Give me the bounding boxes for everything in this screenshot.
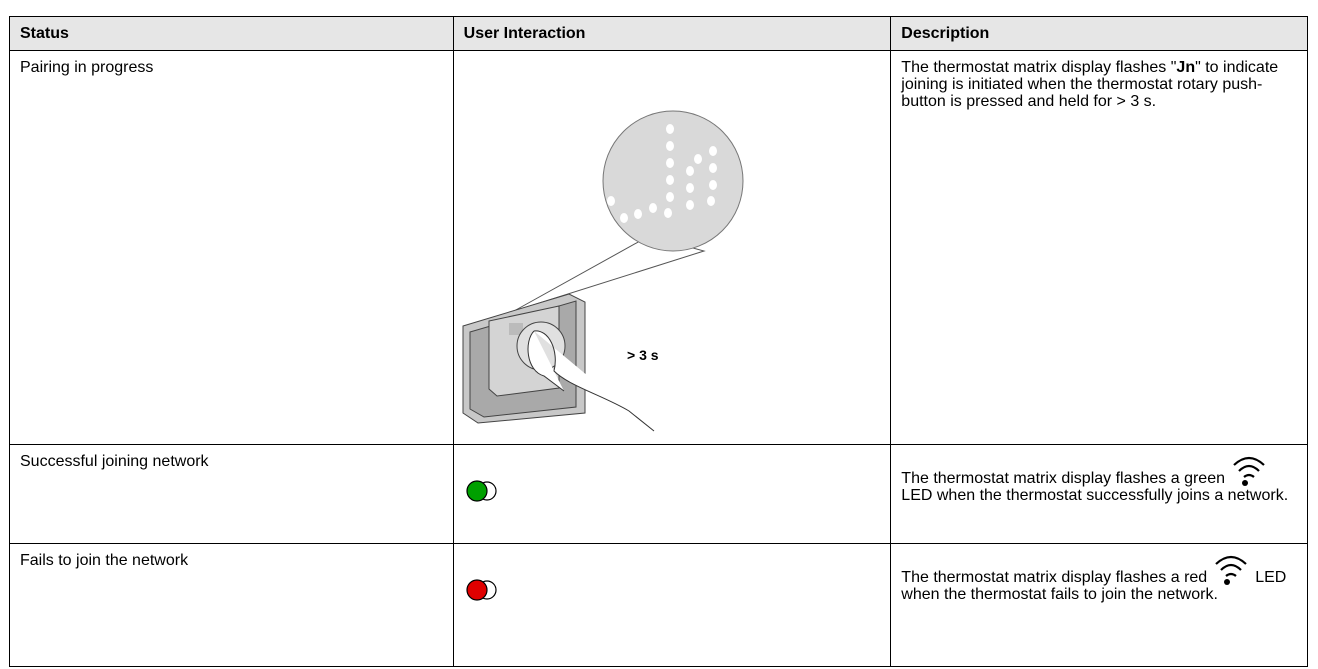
description-text: The thermostat matrix display flashes " [901,59,1177,76]
duration-label: > 3 s [627,347,659,363]
description-cell: The thermostat matrix display flashes a … [890,444,1308,544]
wifi-icon [1215,555,1247,585]
description-text: The thermostat matrix display flashes a … [901,470,1225,487]
led-red [466,579,497,601]
interaction-cell [452,444,892,544]
description-bold: Jn [1176,59,1196,76]
status-text: Pairing in progress [20,59,154,76]
wifi-icon [1233,456,1265,486]
table-row: Pairing in progress [9,50,1308,445]
finger [527,330,654,432]
description-text: " to indicate joining is initiated when … [901,59,1279,110]
header-cell: Status [9,16,454,51]
description-text: LED when the thermostat fails to join th… [901,569,1287,603]
led-green [466,480,497,502]
description-text: The thermostat matrix display flashes a … [901,569,1208,586]
status-text: Successful joining network [20,453,209,470]
status-cell: Fails to join the network [9,543,454,667]
interaction-cell: > 3 s [452,50,892,445]
description-cell: The thermostat matrix display flashes "J… [890,50,1308,445]
device-display [508,323,523,335]
interaction-cell [452,543,892,667]
header-cell: Description [890,16,1308,51]
status-cell: Successful joining network [9,444,454,544]
table-row: Successful joining network The thermosta… [9,444,1308,544]
status-text: Fails to join the network [20,552,189,569]
table-row: Fails to join the network The thermostat… [9,543,1308,667]
description-cell: The thermostat matrix display flashes a … [890,543,1308,667]
status-cell: Pairing in progress [9,50,454,445]
header-cell: User Interaction [452,16,892,51]
pairing-illustration: > 3 s [462,110,744,432]
jn-dots [606,124,717,223]
header-row: Status User Interaction Description [9,16,1308,51]
description-text: LED when the thermostat successfully joi… [901,487,1289,504]
status-table: Status User Interaction Description Pair… [9,16,1308,667]
